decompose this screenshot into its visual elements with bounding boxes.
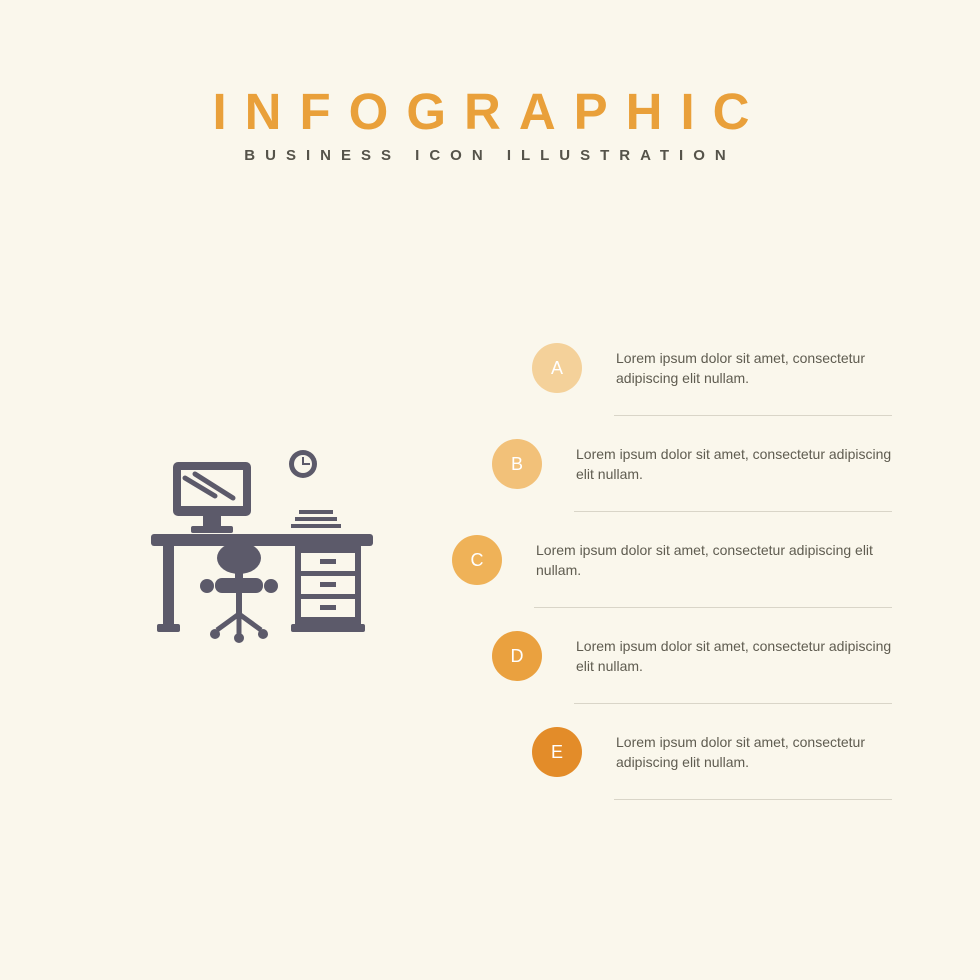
step-badge-c: C: [452, 535, 502, 585]
step-badge-e: E: [532, 727, 582, 777]
step-c: C Lorem ipsum dolor sit amet, consectetu…: [452, 512, 922, 608]
office-desk-icon: [145, 444, 385, 644]
step-text-d: Lorem ipsum dolor sit amet, consectetur …: [576, 636, 922, 677]
subtitle: BUSINESS ICON ILLUSTRATION: [0, 147, 980, 164]
header: INFOGRAPHIC BUSINESS ICON ILLUSTRATION: [0, 0, 980, 164]
step-d: D Lorem ipsum dolor sit amet, consectetu…: [492, 608, 922, 704]
step-text-c: Lorem ipsum dolor sit amet, consectetur …: [536, 540, 922, 581]
content-area: A Lorem ipsum dolor sit amet, consectetu…: [0, 320, 980, 880]
step-text-e: Lorem ipsum dolor sit amet, consectetur …: [616, 732, 922, 773]
step-text-a: Lorem ipsum dolor sit amet, consectetur …: [616, 348, 922, 389]
divider: [614, 799, 892, 800]
step-badge-d: D: [492, 631, 542, 681]
step-a: A Lorem ipsum dolor sit amet, consectetu…: [532, 320, 922, 416]
step-badge-b: B: [492, 439, 542, 489]
step-badge-a: A: [532, 343, 582, 393]
step-b: B Lorem ipsum dolor sit amet, consectetu…: [492, 416, 922, 512]
infographic-canvas: INFOGRAPHIC BUSINESS ICON ILLUSTRATION: [0, 0, 980, 980]
step-text-b: Lorem ipsum dolor sit amet, consectetur …: [576, 444, 922, 485]
step-e: E Lorem ipsum dolor sit amet, consectetu…: [532, 704, 922, 800]
main-title: INFOGRAPHIC: [0, 82, 980, 141]
steps-list: A Lorem ipsum dolor sit amet, consectetu…: [452, 320, 922, 800]
